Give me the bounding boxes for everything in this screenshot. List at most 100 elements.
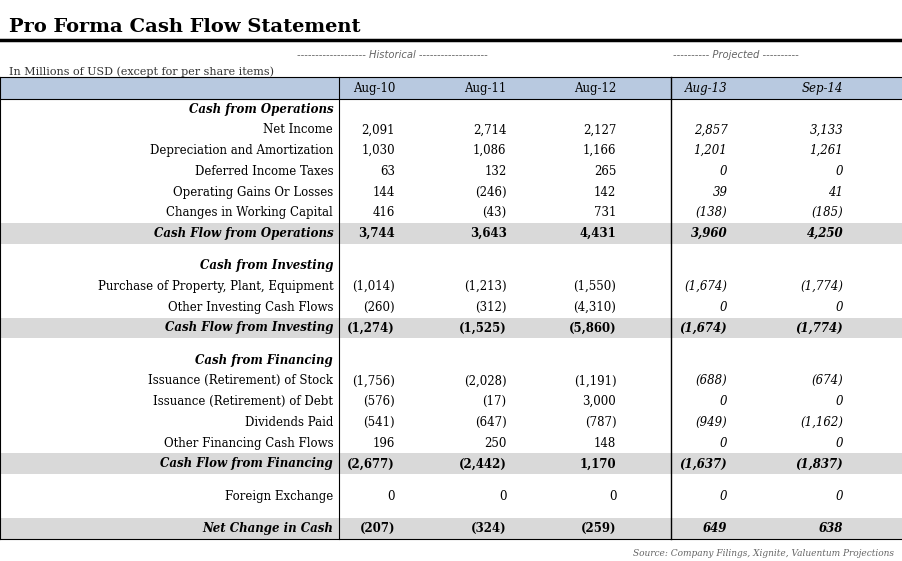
Text: Aug-13: Aug-13	[684, 81, 727, 95]
Text: (2,677): (2,677)	[347, 457, 395, 470]
FancyBboxPatch shape	[0, 318, 902, 338]
Text: (2,442): (2,442)	[458, 457, 506, 470]
Text: Foreign Exchange: Foreign Exchange	[225, 490, 333, 503]
Text: Aug-10: Aug-10	[353, 81, 395, 95]
Text: Dividends Paid: Dividends Paid	[244, 416, 333, 429]
Text: (138): (138)	[695, 206, 727, 219]
Text: (1,756): (1,756)	[352, 374, 395, 388]
Text: (43): (43)	[482, 206, 506, 219]
Text: (1,774): (1,774)	[795, 321, 842, 334]
Text: 196: 196	[373, 436, 395, 449]
Text: 2,091: 2,091	[361, 123, 395, 136]
Text: Source: Company Filings, Xignite, Valuentum Projections: Source: Company Filings, Xignite, Valuen…	[632, 549, 893, 558]
Text: (1,014): (1,014)	[352, 280, 395, 293]
FancyBboxPatch shape	[0, 77, 902, 99]
Text: ---------- Projected ----------: ---------- Projected ----------	[672, 50, 798, 61]
Text: (4,310): (4,310)	[573, 301, 615, 314]
Text: 0: 0	[835, 395, 842, 408]
Text: 1,261: 1,261	[809, 144, 842, 157]
Text: Depreciation and Amortization: Depreciation and Amortization	[150, 144, 333, 157]
Text: (2,028): (2,028)	[464, 374, 506, 388]
Text: 731: 731	[594, 206, 615, 219]
FancyBboxPatch shape	[0, 518, 902, 539]
Text: (207): (207)	[359, 522, 395, 535]
Text: 132: 132	[483, 165, 506, 178]
Text: 2,857: 2,857	[693, 123, 727, 136]
Text: Sep-14: Sep-14	[801, 81, 842, 95]
Text: Pro Forma Cash Flow Statement: Pro Forma Cash Flow Statement	[9, 18, 360, 36]
Text: (1,525): (1,525)	[458, 321, 506, 334]
Text: (185): (185)	[811, 206, 842, 219]
Text: 0: 0	[835, 490, 842, 503]
Text: Net Income: Net Income	[263, 123, 333, 136]
Text: 142: 142	[594, 186, 615, 199]
Text: 144: 144	[373, 186, 395, 199]
Text: (647): (647)	[474, 416, 506, 429]
Text: Cash Flow from Operations: Cash Flow from Operations	[153, 227, 333, 240]
Text: Changes in Working Capital: Changes in Working Capital	[166, 206, 333, 219]
Text: (1,191): (1,191)	[573, 374, 615, 388]
Text: Aug-12: Aug-12	[574, 81, 615, 95]
Text: 1,170: 1,170	[579, 457, 615, 470]
Text: 2,127: 2,127	[583, 123, 615, 136]
Text: (246): (246)	[474, 186, 506, 199]
Text: 0: 0	[835, 436, 842, 449]
Text: ------------------- Historical -------------------: ------------------- Historical ---------…	[297, 50, 488, 61]
Text: (1,213): (1,213)	[464, 280, 506, 293]
Text: 649: 649	[703, 522, 727, 535]
Text: (5,860): (5,860)	[568, 321, 615, 334]
Text: 0: 0	[719, 490, 727, 503]
Text: 63: 63	[380, 165, 395, 178]
Text: 0: 0	[835, 301, 842, 314]
Text: (576): (576)	[363, 395, 395, 408]
Text: 3,133: 3,133	[809, 123, 842, 136]
FancyBboxPatch shape	[0, 223, 902, 244]
Text: (17): (17)	[482, 395, 506, 408]
Text: Operating Gains Or Losses: Operating Gains Or Losses	[173, 186, 333, 199]
Text: Net Change in Cash: Net Change in Cash	[202, 522, 333, 535]
Text: 0: 0	[719, 165, 727, 178]
Text: 3,000: 3,000	[582, 395, 615, 408]
Text: 4,250: 4,250	[805, 227, 842, 240]
Text: 0: 0	[835, 165, 842, 178]
Text: (688): (688)	[695, 374, 727, 388]
Text: Purchase of Property, Plant, Equipment: Purchase of Property, Plant, Equipment	[97, 280, 333, 293]
Text: (1,637): (1,637)	[679, 457, 727, 470]
Text: (259): (259)	[580, 522, 615, 535]
Text: 2,714: 2,714	[473, 123, 506, 136]
Text: Issuance (Retirement) of Stock: Issuance (Retirement) of Stock	[148, 374, 333, 388]
Text: (674): (674)	[811, 374, 842, 388]
Text: Cash Flow from Financing: Cash Flow from Financing	[161, 457, 333, 470]
Text: (1,674): (1,674)	[684, 280, 727, 293]
Text: Other Investing Cash Flows: Other Investing Cash Flows	[168, 301, 333, 314]
Text: (1,162): (1,162)	[799, 416, 842, 429]
Text: Aug-11: Aug-11	[464, 81, 506, 95]
Text: Cash from Financing: Cash from Financing	[195, 353, 333, 367]
Text: Cash Flow from Investing: Cash Flow from Investing	[164, 321, 333, 334]
Text: 638: 638	[818, 522, 842, 535]
Text: 41: 41	[827, 186, 842, 199]
Text: (541): (541)	[363, 416, 395, 429]
Text: Other Financing Cash Flows: Other Financing Cash Flows	[163, 436, 333, 449]
Text: (1,837): (1,837)	[795, 457, 842, 470]
Text: 1,086: 1,086	[473, 144, 506, 157]
Text: In Millions of USD (except for per share items): In Millions of USD (except for per share…	[9, 66, 273, 77]
Text: (260): (260)	[363, 301, 395, 314]
Text: 1,166: 1,166	[582, 144, 615, 157]
Text: 3,960: 3,960	[690, 227, 727, 240]
Text: 0: 0	[719, 436, 727, 449]
Text: 265: 265	[594, 165, 615, 178]
Text: (1,674): (1,674)	[679, 321, 727, 334]
Text: (1,774): (1,774)	[799, 280, 842, 293]
Text: (787): (787)	[584, 416, 615, 429]
Text: 416: 416	[373, 206, 395, 219]
Text: (1,550): (1,550)	[573, 280, 615, 293]
Text: 148: 148	[594, 436, 615, 449]
Text: Deferred Income Taxes: Deferred Income Taxes	[194, 165, 333, 178]
Text: 3,744: 3,744	[358, 227, 395, 240]
Text: 4,431: 4,431	[579, 227, 615, 240]
Text: (1,274): (1,274)	[347, 321, 395, 334]
Text: (312): (312)	[474, 301, 506, 314]
Text: (324): (324)	[471, 522, 506, 535]
Text: 1,030: 1,030	[361, 144, 395, 157]
